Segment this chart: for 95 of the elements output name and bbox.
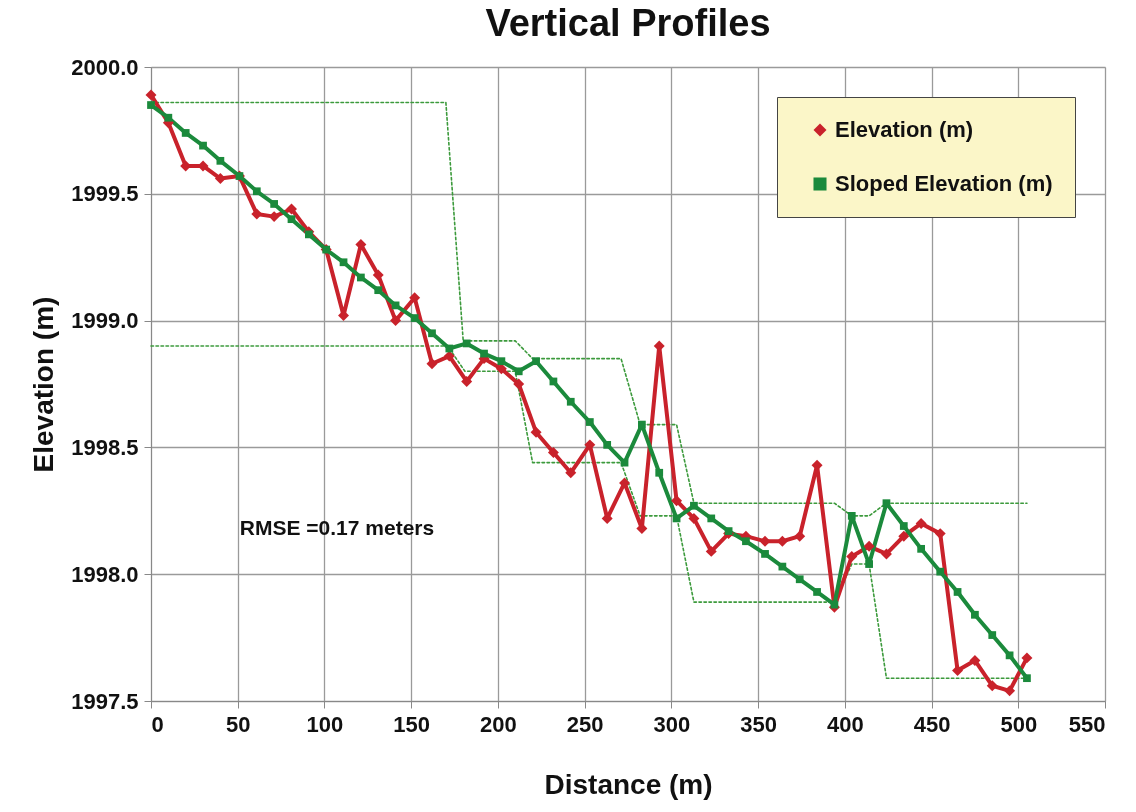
point	[865, 560, 873, 568]
point	[428, 329, 436, 338]
point	[585, 418, 594, 426]
point	[638, 420, 646, 429]
point	[461, 375, 473, 387]
point	[566, 397, 575, 406]
x-tick-label: 150	[393, 711, 431, 737]
point	[409, 292, 421, 304]
point	[846, 550, 858, 562]
point	[898, 530, 910, 542]
legend-label: Sloped Elevation (m)	[835, 171, 1053, 196]
point	[1023, 674, 1031, 683]
point	[952, 665, 964, 677]
point	[724, 527, 733, 535]
point	[915, 518, 927, 529]
point	[304, 230, 313, 239]
point	[986, 680, 998, 692]
point	[936, 567, 945, 576]
point	[1004, 685, 1016, 697]
x-tick-label: 100	[306, 711, 344, 737]
point	[374, 286, 383, 295]
x-tick-label: 300	[653, 711, 691, 737]
point	[530, 426, 542, 438]
point	[813, 588, 821, 596]
point	[969, 654, 981, 666]
point	[252, 187, 261, 196]
point	[863, 540, 875, 552]
point	[497, 357, 506, 366]
point	[830, 600, 839, 609]
point	[480, 349, 488, 358]
y-axis-title: Elevation (m)	[28, 296, 60, 473]
point	[216, 156, 225, 165]
point	[565, 467, 577, 479]
point	[655, 468, 664, 477]
x-tick-label: 200	[480, 711, 517, 737]
point	[390, 315, 402, 327]
x-tick-label: 350	[740, 711, 777, 737]
point	[532, 357, 540, 366]
point	[988, 631, 997, 639]
x-tick-label: 450	[913, 711, 951, 737]
point	[445, 344, 454, 353]
point	[514, 367, 523, 376]
y-tick-label: 1999.5	[71, 181, 139, 207]
point	[287, 215, 296, 224]
y-tick-label: 1998.5	[71, 434, 139, 460]
chart-title: Vertical Profiles	[485, 2, 771, 44]
point	[603, 440, 612, 449]
x-tick-label: 250	[566, 711, 604, 737]
point	[688, 512, 700, 524]
point	[761, 550, 769, 558]
x-tick-label: 400	[826, 711, 864, 737]
point	[847, 512, 856, 520]
point	[268, 211, 280, 223]
point	[953, 588, 962, 596]
point	[410, 314, 419, 322]
x-tick-label: 50	[225, 711, 251, 737]
point	[513, 378, 525, 390]
point	[164, 113, 173, 122]
point	[899, 522, 908, 530]
point	[882, 499, 891, 508]
point	[462, 339, 471, 348]
point	[794, 530, 806, 542]
point	[214, 173, 226, 185]
y-tick-label: 1998.0	[71, 561, 139, 587]
point	[971, 610, 979, 619]
point	[339, 258, 348, 267]
point	[1005, 651, 1014, 660]
x-tick-label: 0	[151, 711, 164, 737]
x-tick-label: 550	[1068, 711, 1106, 737]
y-tick-label: 2000.0	[71, 54, 139, 80]
annotation: RMSE =0.17 meters	[239, 516, 435, 539]
point	[357, 273, 365, 282]
y-tick-label: 1999.0	[71, 308, 139, 334]
point	[880, 548, 892, 560]
point	[707, 514, 716, 523]
point	[147, 101, 155, 109]
point	[795, 575, 804, 584]
x-tick-label: 500	[1000, 711, 1038, 737]
point	[199, 141, 207, 150]
point	[270, 200, 279, 208]
point	[917, 544, 926, 553]
x-axis-title: Distance (m)	[544, 768, 713, 800]
point	[705, 545, 717, 557]
y-tick-label: 1997.5	[71, 688, 139, 714]
point	[690, 501, 698, 510]
legend-label: Elevation (m)	[835, 117, 974, 142]
point	[181, 129, 190, 137]
point	[619, 477, 631, 489]
point	[547, 446, 559, 458]
point	[145, 89, 157, 101]
point	[1021, 652, 1033, 664]
point	[742, 537, 750, 546]
point	[426, 358, 438, 370]
point	[671, 495, 683, 507]
point	[372, 269, 384, 281]
